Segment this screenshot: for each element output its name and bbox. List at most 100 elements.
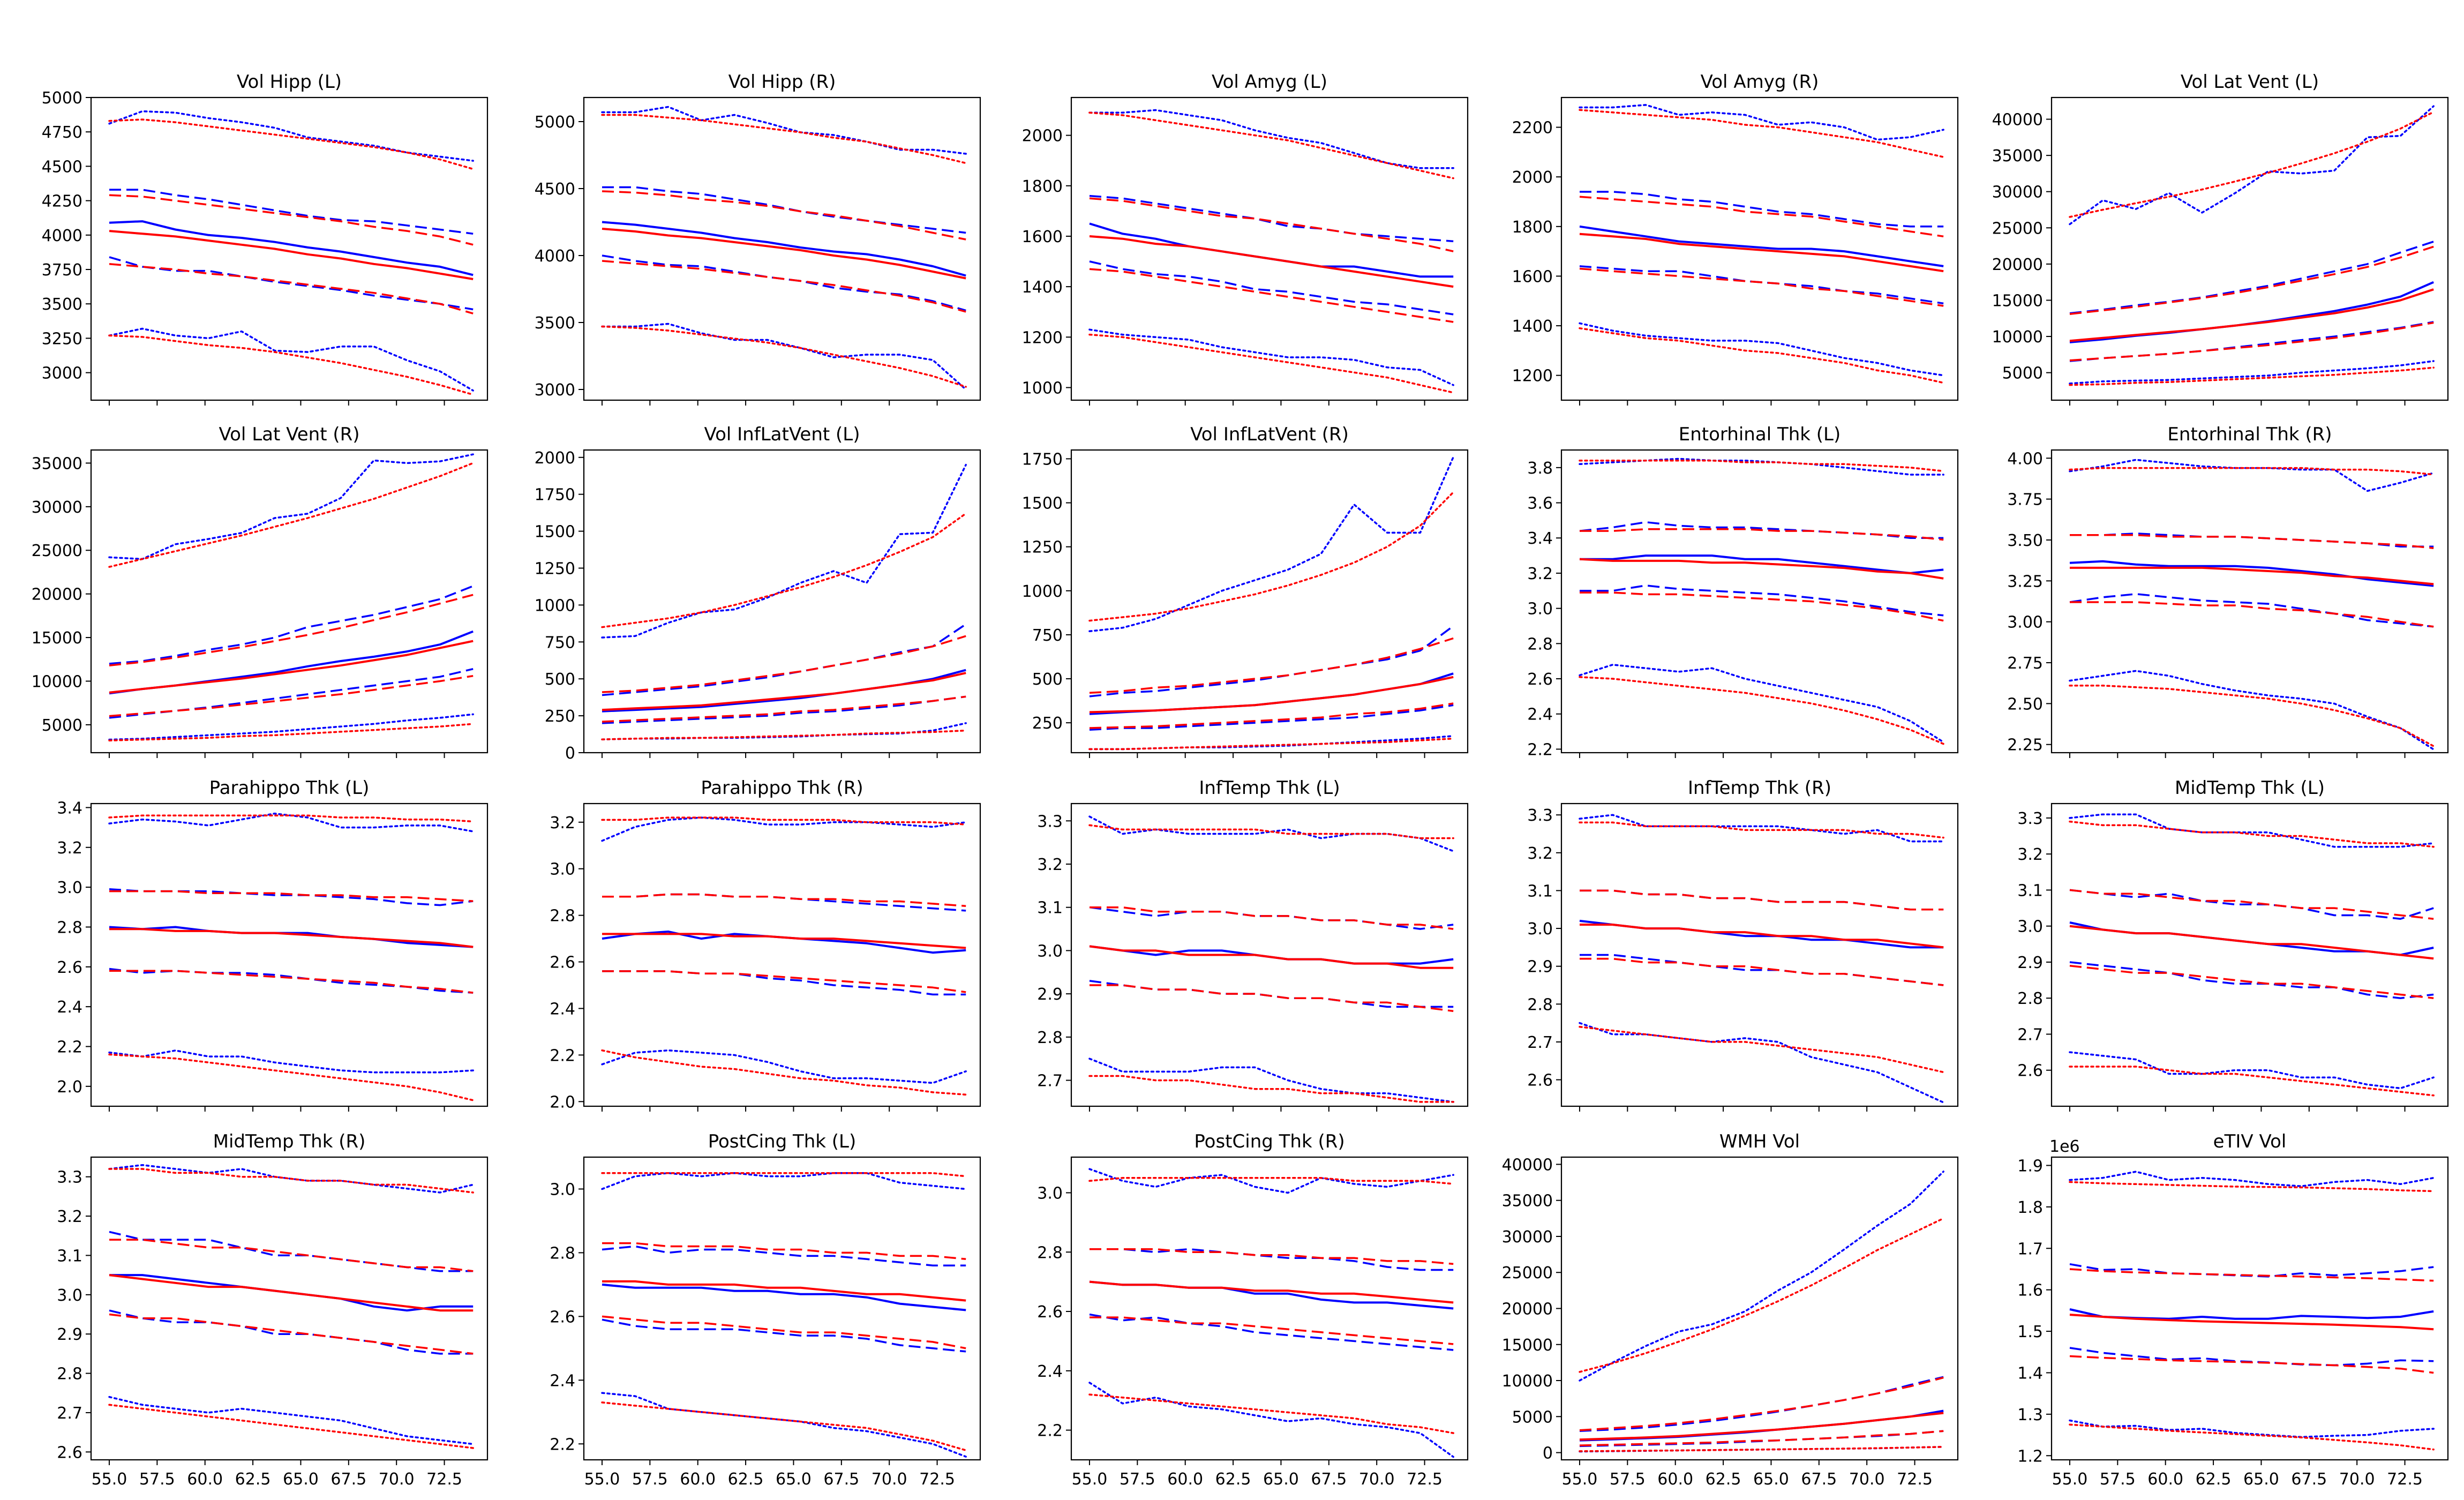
y-tick-label: 2.8 xyxy=(1527,995,1553,1014)
series-line-red-solid xyxy=(1580,924,1944,949)
series-line-red-dotted xyxy=(2069,820,2435,848)
series-line-red-dashed xyxy=(109,263,474,314)
series-line-blue-dotted xyxy=(108,713,474,741)
series-line-red-solid xyxy=(2069,288,2434,342)
x-tick-label: 57.5 xyxy=(139,1470,175,1489)
x-tick-label: 65.0 xyxy=(776,1470,812,1489)
series-line-blue-dashed xyxy=(1580,191,1944,228)
axes-frame xyxy=(2050,1156,2449,1461)
axes-frame xyxy=(1070,802,1469,1107)
y-tick-label: 3.3 xyxy=(2017,809,2043,828)
subplot: Vol InfLatVent (L) 0 250 500 750 1000 1250 1500… xyxy=(535,424,981,763)
y-tick-label: 40000 xyxy=(1992,111,2043,130)
series-line-red-dashed xyxy=(1579,267,1944,307)
x-tick-label: 70.0 xyxy=(2339,1470,2375,1489)
x-tick-label: 65.0 xyxy=(283,1470,319,1489)
x-tick-label: 65.0 xyxy=(1753,1470,1789,1489)
series-line-red-dashed xyxy=(1090,984,1454,1012)
x-tick-label: 72.5 xyxy=(426,1470,462,1489)
y-tick-label: 2.50 xyxy=(2007,695,2043,714)
y-tick-label: 2.2 xyxy=(57,1038,82,1056)
series-line-blue-dashed xyxy=(109,1309,474,1355)
y-tick-label: 3.4 xyxy=(1527,529,1553,548)
subplot-title: MidTemp Thk (L) xyxy=(2175,777,2325,799)
y-tick-label: 3.1 xyxy=(57,1247,82,1265)
series-line-red-solid xyxy=(602,933,966,949)
series-line-red-dotted xyxy=(108,1053,474,1101)
y-tick-label: 2.2 xyxy=(1037,1422,1063,1441)
series-line-red-solid xyxy=(1579,1412,1944,1441)
axes-frame xyxy=(1560,96,1959,401)
y-tick-label: 4750 xyxy=(42,123,82,142)
subplot: Parahippo Thk (R) 2.0 2.2 2.4 2.6 2.8 3.0 3.2 xyxy=(550,777,981,1112)
series-line-red-dotted xyxy=(601,1172,967,1178)
subplot: Vol Hipp (R) 3000 3500 4000 4500 5000 xyxy=(535,71,981,406)
y-tick-label: 2.6 xyxy=(550,1308,575,1326)
series-line-red-dashed xyxy=(1090,906,1454,930)
y-tick-label: 25000 xyxy=(1502,1264,1553,1282)
y-tick-label: 2.8 xyxy=(1037,1029,1063,1047)
series-line-red-dotted xyxy=(601,729,967,740)
series-line-blue-solid xyxy=(1579,225,1944,267)
y-tick-label: 10000 xyxy=(1502,1372,1553,1391)
y-tick-label: 2000 xyxy=(1512,168,1553,187)
y-tick-label: 1.6 xyxy=(2017,1281,2043,1300)
series-group xyxy=(601,1172,967,1458)
series-group xyxy=(1579,104,1944,384)
series-line-red-dotted xyxy=(108,1404,474,1449)
x-tick-label: 55.0 xyxy=(2052,1470,2088,1489)
x-tick-label: 65.0 xyxy=(2243,1470,2279,1489)
series-line-blue-dotted xyxy=(601,1049,967,1084)
series-group xyxy=(1088,456,1454,751)
series-line-red-dotted xyxy=(2069,1181,2435,1192)
y-tick-label: 1500 xyxy=(535,523,575,542)
y-tick-label: 1200 xyxy=(1512,367,1553,386)
series-line-blue-dotted xyxy=(1579,1022,1944,1104)
series-line-red-dotted xyxy=(108,334,474,396)
series-line-red-solid xyxy=(109,1274,474,1312)
y-tick-label: 5000 xyxy=(535,113,575,132)
y-tick-label: 20000 xyxy=(32,586,82,604)
y-tick-label: 2.4 xyxy=(550,1000,575,1018)
y-tick-label: 2.6 xyxy=(57,958,82,977)
series-group xyxy=(108,1164,474,1449)
series-line-red-dashed xyxy=(1089,702,1454,729)
y-tick-label: 750 xyxy=(545,633,575,652)
series-group xyxy=(1088,1168,1454,1458)
series-line-red-dotted xyxy=(601,816,967,826)
series-line-blue-dashed xyxy=(602,1318,966,1353)
axes-frame xyxy=(583,96,981,401)
series-line-blue-dashed xyxy=(1089,980,1454,1008)
x-tick-label: 70.0 xyxy=(1849,1470,1885,1489)
series-line-red-dashed xyxy=(2069,889,2434,920)
series-line-red-solid xyxy=(2070,566,2434,586)
series-line-red-solid xyxy=(602,672,966,711)
series-line-blue-dotted xyxy=(1579,814,1944,843)
y-tick-label: 2.8 xyxy=(57,918,82,937)
series-line-blue-solid xyxy=(1089,945,1454,965)
y-tick-label: 2000 xyxy=(1022,127,1063,146)
subplot: Vol Amyg (R) 1200 1400 1600 1800 2000 2200 xyxy=(1512,71,1959,406)
y-tick-label: 3.1 xyxy=(2017,881,2043,900)
series-line-blue-dashed xyxy=(109,968,474,994)
series-group xyxy=(108,453,474,741)
series-line-red-dotted xyxy=(2069,366,2435,386)
y-tick-label: 3000 xyxy=(42,364,82,383)
series-line-red-dashed xyxy=(1579,1430,1944,1446)
series-line-red-dashed xyxy=(602,1315,966,1349)
y-tick-label: 1800 xyxy=(1022,177,1063,196)
series-line-blue-solid xyxy=(1089,672,1454,715)
series-line-red-dotted xyxy=(108,814,474,823)
y-tick-label: 2.0 xyxy=(57,1078,82,1097)
series-line-red-dashed xyxy=(109,594,474,666)
series-group xyxy=(1088,109,1454,394)
y-tick-label: 1250 xyxy=(535,559,575,578)
series-group xyxy=(1579,1171,1944,1453)
subplot: PostCing Thk (R) 2.2 2.4 2.6 2.8 3.0 55.0 57.5 6… xyxy=(1037,1131,1469,1489)
subplot: Entorhinal Thk (R) 2.25 2.50 2.75 3.00 3.25 3.… xyxy=(2007,424,2449,758)
series-line-red-dotted xyxy=(601,325,967,388)
x-tick-label: 72.5 xyxy=(1897,1470,1933,1489)
y-tick-label: 2.8 xyxy=(1037,1243,1063,1262)
y-tick-label: 3.0 xyxy=(1037,942,1063,961)
